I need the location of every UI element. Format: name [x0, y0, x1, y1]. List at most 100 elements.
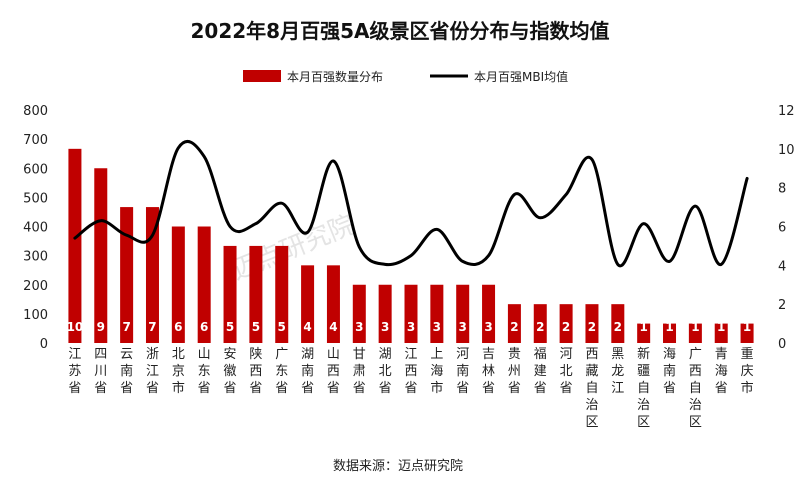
legend-label-line: 本月百强MBI均值: [474, 69, 568, 84]
left-axis-tick: 500: [23, 191, 48, 206]
source-note: 数据来源：迈点研究院: [333, 459, 463, 474]
category-label: 青海省: [715, 347, 728, 396]
bar-data-label: 2: [588, 320, 596, 334]
bar: [714, 323, 728, 343]
category-label: 河南省: [456, 347, 469, 396]
mbi-line: [73, 139, 749, 268]
bar: [197, 226, 211, 343]
bar: [171, 226, 185, 343]
category-label: 甘肃省: [353, 347, 366, 396]
right-axis-tick: 0: [778, 337, 786, 352]
bar-data-label: 6: [200, 320, 208, 334]
bar: [301, 265, 315, 343]
category-label: 四川省: [94, 347, 107, 396]
chart-title: 2022年8月百强5A级景区省份分布与指数均值: [191, 19, 610, 43]
category-label: 广东省: [275, 347, 288, 396]
bar-data-label: 1: [691, 320, 699, 334]
bar-data-labels: 10 9 7 7 6 6 5 5 5 4 4 3 3 3 3 3 3 2 2 2 2 2 1 1 1 1 1: [67, 320, 752, 334]
bar-data-label: 2: [562, 320, 570, 334]
bar: [611, 304, 625, 343]
bar-data-label: 1: [639, 320, 647, 334]
right-axis: 0 2 4 6 8 10 12: [778, 104, 795, 352]
bar-data-label: 4: [303, 320, 311, 334]
category-label: 福建省: [534, 347, 547, 396]
bar: [249, 245, 263, 343]
category-label: 黑龙江: [611, 347, 624, 396]
left-axis-tick: 0: [40, 337, 48, 352]
bar-data-label: 10: [67, 320, 84, 334]
bar-series: [68, 148, 754, 343]
left-axis-tick: 200: [23, 279, 48, 294]
category-label: 海南省: [663, 347, 676, 396]
category-label: 陕西省: [249, 347, 262, 396]
bar: [637, 323, 651, 343]
right-axis-tick: 4: [778, 259, 786, 274]
category-label: 河北省: [560, 347, 573, 396]
left-axis-tick: 600: [23, 162, 48, 177]
category-label: 重庆市: [741, 346, 754, 396]
bar-data-label: 3: [459, 320, 467, 334]
bar: [688, 323, 702, 343]
category-label: 西藏自治区: [585, 347, 598, 430]
bar: [326, 265, 340, 343]
category-label: 吉林省: [482, 347, 495, 396]
category-label: 山东省: [198, 347, 211, 396]
right-axis-tick: 6: [778, 221, 786, 236]
bar-data-label: 2: [536, 320, 544, 334]
category-label: 云南省: [120, 347, 133, 396]
category-label: 江苏省: [68, 347, 81, 396]
bar-data-label: 7: [122, 320, 130, 334]
legend-swatch-bar: [243, 70, 281, 82]
category-label: 广西自治区: [689, 347, 702, 430]
left-axis-tick: 300: [23, 250, 48, 265]
bar: [456, 284, 470, 343]
bar: [740, 323, 754, 343]
legend: 本月百强数量分布 本月百强MBI均值: [243, 69, 568, 84]
bar: [507, 304, 521, 343]
category-label: 上海市: [430, 347, 443, 396]
bar: [482, 284, 496, 343]
bar-data-label: 7: [148, 320, 156, 334]
left-axis-tick: 700: [23, 133, 48, 148]
bar: [404, 284, 418, 343]
category-label: 湖南省: [301, 347, 314, 396]
bar-data-label: 6: [174, 320, 182, 334]
bar-data-label: 5: [278, 320, 286, 334]
bar: [559, 304, 573, 343]
bar-data-label: 5: [252, 320, 260, 334]
category-label: 湖北省: [379, 347, 392, 396]
bar: [120, 207, 134, 343]
left-axis: 0 100 200 300 400 500 600 700 800: [23, 104, 48, 352]
bar: [352, 284, 366, 343]
bar-data-label: 4: [329, 320, 337, 334]
bar: [94, 168, 108, 343]
bar-data-label: 3: [484, 320, 492, 334]
bar: [68, 148, 82, 343]
right-axis-tick: 10: [778, 143, 795, 158]
bar-data-label: 2: [614, 320, 622, 334]
bar: [663, 323, 677, 343]
bar: [275, 245, 289, 343]
bar-data-label: 3: [355, 320, 363, 334]
legend-label-bar: 本月百强数量分布: [287, 69, 383, 84]
left-axis-tick: 100: [23, 308, 48, 323]
bar-data-label: 2: [510, 320, 518, 334]
bar-data-label: 3: [407, 320, 415, 334]
bar-data-label: 1: [665, 320, 673, 334]
bar-data-label: 3: [381, 320, 389, 334]
bar-data-label: 9: [97, 320, 105, 334]
category-label: 江西省: [404, 347, 417, 396]
category-label: 北京市: [172, 347, 185, 396]
category-label: 山西省: [327, 347, 340, 396]
bar-data-label: 1: [743, 320, 751, 334]
left-axis-tick: 800: [23, 104, 48, 119]
bar: [378, 284, 392, 343]
category-label: 安徽省: [224, 347, 237, 396]
left-axis-tick: 400: [23, 221, 48, 236]
category-label: 新疆自治区: [637, 346, 650, 430]
bar: [533, 304, 547, 343]
bar: [430, 284, 444, 343]
bar-data-label: 5: [226, 320, 234, 334]
right-axis-tick: 2: [778, 298, 786, 313]
